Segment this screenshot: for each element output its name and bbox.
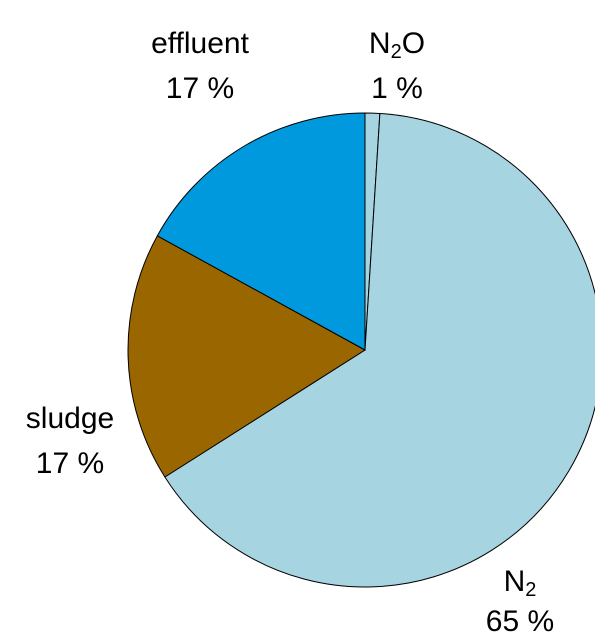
slice-value-label: 17 % (166, 72, 234, 105)
slice-name: sludge (26, 402, 114, 435)
pie-slice (127, 235, 366, 478)
slice-value-label: 1 % (371, 72, 423, 105)
slice-name: N2 (504, 565, 537, 601)
slice-value-label: 65 % (486, 605, 554, 638)
slice-name: N2O (369, 27, 425, 63)
slice-name: effluent (151, 27, 250, 60)
slice-value-label: 17 % (36, 447, 104, 480)
pie-slice (164, 112, 595, 588)
pie-slice (156, 112, 366, 351)
